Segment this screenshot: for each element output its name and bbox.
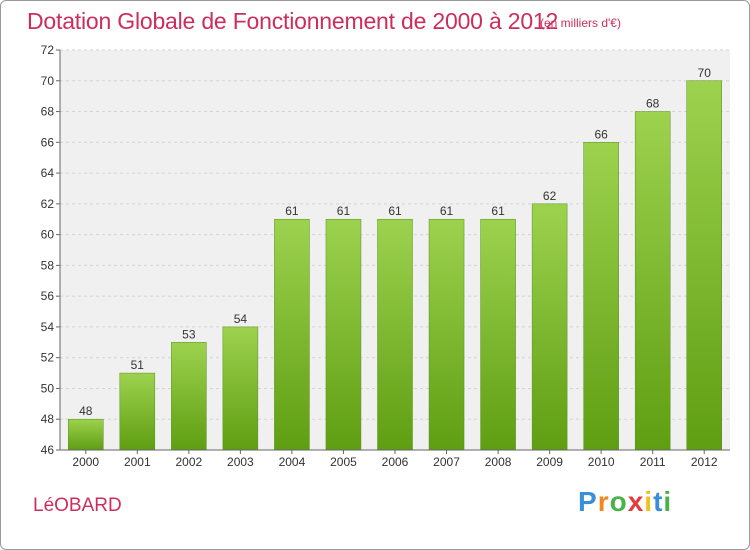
bar-2001 xyxy=(119,372,156,451)
logo-letter: P xyxy=(578,486,598,517)
x-tick-label-2011: 2011 xyxy=(640,455,666,469)
bar-2012 xyxy=(686,80,722,451)
y-tick-label: 46 xyxy=(41,443,55,457)
logo-letter: o xyxy=(609,486,628,517)
bar-2000 xyxy=(68,418,104,451)
x-tick-label-2002: 2002 xyxy=(175,455,202,469)
data-label-2000: 48 xyxy=(79,404,93,418)
bar-2007 xyxy=(428,218,465,451)
logo-letter: t xyxy=(653,486,664,517)
data-label-2005: 61 xyxy=(337,204,351,218)
commune-name: LéOBARD xyxy=(33,495,122,516)
data-label-2004: 61 xyxy=(285,204,299,218)
logo-letter: r xyxy=(597,486,610,517)
x-tick-label-2004: 2004 xyxy=(279,455,306,469)
data-label-2010: 66 xyxy=(594,127,608,141)
bar-2004 xyxy=(274,218,310,451)
data-label-2006: 61 xyxy=(388,204,402,218)
x-tick-label-2000: 2000 xyxy=(72,455,99,469)
bar-2011 xyxy=(634,111,671,451)
x-tick-label-2001: 2001 xyxy=(124,455,151,469)
x-tick-label-2005: 2005 xyxy=(330,455,357,469)
y-tick-label: 48 xyxy=(41,412,55,426)
data-label-2009: 62 xyxy=(543,189,557,203)
chart-title: Dotation Globale de Fonctionnement de 20… xyxy=(27,8,559,34)
y-tick-label: 68 xyxy=(41,105,55,119)
y-tick-label: 50 xyxy=(41,381,55,395)
logo-letter: i xyxy=(644,486,654,517)
y-tick-label: 52 xyxy=(41,351,55,365)
chart-subtitle: (en milliers d'€) xyxy=(540,16,621,30)
x-tick-label-2012: 2012 xyxy=(691,455,718,469)
logo-letter: x xyxy=(627,486,645,517)
y-tick-label: 60 xyxy=(41,228,55,242)
x-tick-label-2006: 2006 xyxy=(382,455,409,469)
x-tick-label-2009: 2009 xyxy=(536,455,563,469)
bar-2009 xyxy=(531,203,568,451)
y-tick-label: 72 xyxy=(41,43,55,57)
y-tick-label: 54 xyxy=(41,320,55,334)
y-tick-label: 66 xyxy=(41,135,55,149)
bar-2006 xyxy=(377,218,413,451)
bar-2008 xyxy=(480,218,516,451)
data-label-2011: 68 xyxy=(646,97,660,111)
data-label-2002: 53 xyxy=(182,327,196,341)
y-tick-label: 70 xyxy=(41,74,55,88)
x-tick-label-2003: 2003 xyxy=(227,455,254,469)
data-label-2003: 54 xyxy=(234,312,248,326)
y-tick-label: 56 xyxy=(41,289,55,303)
bar-2005 xyxy=(325,218,362,451)
bar-2003 xyxy=(222,326,259,451)
data-label-2007: 61 xyxy=(440,204,454,218)
logo-letter: i xyxy=(663,486,673,517)
y-tick-label: 62 xyxy=(41,197,55,211)
x-tick-label-2008: 2008 xyxy=(485,455,512,469)
bar-2002 xyxy=(171,342,207,451)
proxiti-logo: Proxiti xyxy=(578,486,672,518)
y-tick-label: 58 xyxy=(41,258,55,272)
x-tick-label-2010: 2010 xyxy=(588,455,615,469)
y-tick-label: 64 xyxy=(41,166,55,180)
bar-2010 xyxy=(583,142,619,451)
data-label-2008: 61 xyxy=(491,204,505,218)
x-tick-label-2007: 2007 xyxy=(433,455,460,469)
data-label-2001: 51 xyxy=(131,358,145,372)
data-label-2012: 70 xyxy=(698,66,712,80)
